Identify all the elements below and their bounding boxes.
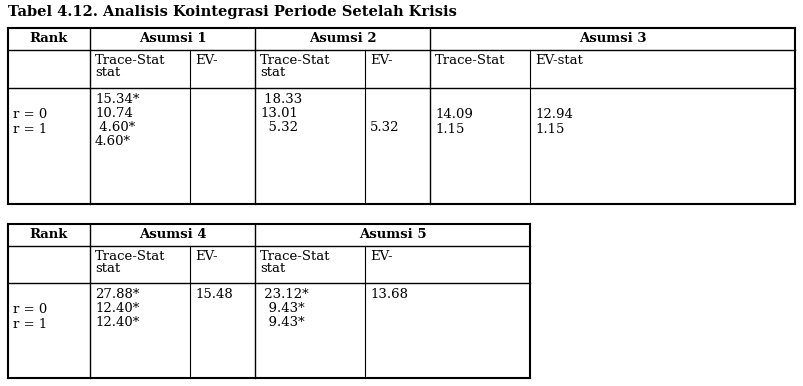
Text: Asumsi 1: Asumsi 1 [138, 32, 206, 46]
Text: 10.74: 10.74 [95, 107, 132, 120]
Text: stat: stat [259, 66, 285, 79]
Text: EV-: EV- [195, 250, 218, 263]
Text: EV-: EV- [369, 250, 392, 263]
Text: 27.88*: 27.88* [95, 288, 139, 301]
Text: 5.32: 5.32 [259, 121, 298, 134]
Text: Rank: Rank [30, 229, 68, 242]
Text: 12.40*: 12.40* [95, 302, 139, 315]
Text: 1.15: 1.15 [534, 123, 564, 136]
Text: 13.01: 13.01 [259, 107, 297, 120]
Text: 4.60*: 4.60* [95, 121, 135, 134]
Text: 5.32: 5.32 [369, 121, 399, 134]
Text: 18.33: 18.33 [259, 93, 302, 106]
Text: 9.43*: 9.43* [259, 302, 304, 315]
Text: 12.94: 12.94 [534, 108, 573, 121]
Text: r = 0: r = 0 [13, 108, 47, 121]
Text: stat: stat [95, 262, 120, 275]
Text: stat: stat [95, 66, 120, 79]
Text: Trace-Stat: Trace-Stat [259, 250, 330, 263]
Text: r = 1: r = 1 [13, 318, 47, 331]
Text: 14.09: 14.09 [434, 108, 472, 121]
Text: EV-: EV- [369, 54, 392, 67]
Text: Asumsi 3: Asumsi 3 [578, 32, 646, 46]
Text: Asumsi 5: Asumsi 5 [358, 229, 426, 242]
Text: Rank: Rank [30, 32, 68, 46]
Text: 15.48: 15.48 [195, 288, 232, 301]
Text: 12.40*: 12.40* [95, 316, 139, 329]
Text: 13.68: 13.68 [369, 288, 407, 301]
Text: Trace-Stat: Trace-Stat [259, 54, 330, 67]
Text: 23.12*: 23.12* [259, 288, 308, 301]
Text: Tabel 4.12. Analisis Kointegrasi Periode Setelah Krisis: Tabel 4.12. Analisis Kointegrasi Periode… [8, 5, 456, 19]
Text: 15.34*: 15.34* [95, 93, 139, 106]
Text: 1.15: 1.15 [434, 123, 464, 136]
Text: 9.43*: 9.43* [259, 316, 304, 329]
Text: stat: stat [259, 262, 285, 275]
Text: EV-: EV- [195, 54, 218, 67]
Text: 4.60*: 4.60* [95, 135, 131, 148]
Text: Asumsi 2: Asumsi 2 [308, 32, 376, 46]
Text: EV-stat: EV-stat [534, 54, 582, 67]
Text: Trace-Stat: Trace-Stat [95, 54, 165, 67]
Text: Trace-Stat: Trace-Stat [95, 250, 165, 263]
Text: r = 0: r = 0 [13, 303, 47, 316]
Text: Trace-Stat: Trace-Stat [434, 54, 505, 67]
Text: Asumsi 4: Asumsi 4 [138, 229, 206, 242]
Text: r = 1: r = 1 [13, 123, 47, 136]
